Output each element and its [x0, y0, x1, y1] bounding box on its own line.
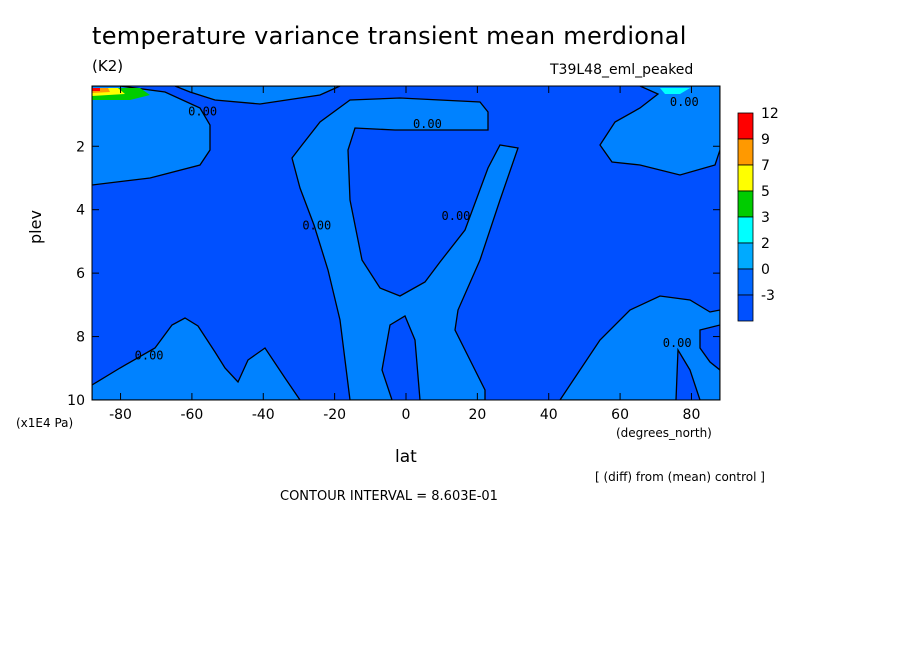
- y-tick-label: 8: [76, 330, 85, 346]
- colorbar-label: 7: [761, 158, 770, 174]
- contour-label: 0.00: [663, 336, 692, 350]
- y-axis-ticks: 2 4 6 8 10: [67, 139, 720, 409]
- colorbar-label: 3: [761, 210, 770, 226]
- contour-label: 0.00: [188, 104, 217, 118]
- x-axis-label: lat: [395, 447, 417, 467]
- contour-labels: 0.00 0.00 0.00 0.00 0.00 0.00 0.00: [135, 95, 699, 363]
- x-axis-ticks: -80 -60 -40 -20 0 20 40 60 80: [109, 86, 700, 423]
- y-tick-label: 2: [76, 139, 85, 155]
- colorbar-swatch: [737, 112, 754, 140]
- contour-label: 0.00: [413, 117, 442, 131]
- run-label: T39L48_eml_peaked: [550, 62, 694, 78]
- hotspot-red: [92, 88, 100, 91]
- contour-label: 0.00: [670, 95, 699, 109]
- y-axis-unit: (x1E4 Pa): [16, 416, 74, 430]
- contour-region-upper-left: [92, 86, 211, 186]
- colorbar-swatch: [737, 268, 754, 296]
- colorbar-label: -3: [761, 288, 775, 304]
- colorbar-swatch: [737, 138, 754, 166]
- y-tick-label: 6: [76, 266, 85, 282]
- colorbar-label: 0: [761, 262, 770, 278]
- colorbar-label: 5: [761, 184, 770, 200]
- contour-region-central-arch: [291, 97, 519, 400]
- colorbar-swatch: [737, 294, 754, 322]
- contour-region-lower-right: [559, 295, 720, 400]
- chart-units: (K2): [92, 57, 124, 75]
- contour-label: 0.00: [442, 209, 471, 223]
- x-tick-label: 60: [611, 407, 629, 423]
- colorbar-label: 2: [761, 236, 770, 252]
- x-tick-label: -20: [323, 407, 346, 423]
- colorbar-swatch: [737, 242, 754, 270]
- x-tick-label: -80: [109, 407, 132, 423]
- x-tick-label: -40: [252, 407, 275, 423]
- x-tick-label: 0: [402, 407, 411, 423]
- colorbar-swatch: [737, 164, 754, 192]
- colorbar-swatch: [737, 190, 754, 218]
- colorbar-label: 12: [761, 106, 779, 122]
- colorbar-swatch: [737, 216, 754, 244]
- contour-region-top-band: [174, 86, 341, 105]
- plot-area: 0.00 0.00 0.00 0.00 0.00 0.00 0.00 -80 -60 -40 -2…: [67, 85, 721, 423]
- x-tick-label: 80: [683, 407, 701, 423]
- hotspot-cyan-right: [660, 88, 690, 94]
- colorbar-label: 9: [761, 132, 770, 148]
- contour-label: 0.00: [302, 219, 331, 233]
- contour-interval: CONTOUR INTERVAL = 8.603E-01: [280, 489, 498, 504]
- chart-title: temperature variance transient mean merd…: [92, 22, 687, 50]
- contour-region-upper-right: [599, 86, 720, 176]
- diff-note: [ (diff) from (mean) control ]: [595, 470, 765, 484]
- x-tick-label: -60: [180, 407, 203, 423]
- y-tick-label: 4: [76, 203, 85, 219]
- contour-label: 0.00: [135, 349, 164, 363]
- contour-fills: [92, 86, 720, 400]
- x-tick-label: 40: [540, 407, 558, 423]
- x-tick-label: 20: [468, 407, 486, 423]
- colorbar: 12 9 7 5 3 2 0 -3: [737, 106, 779, 322]
- x-axis-unit: (degrees_north): [616, 426, 712, 440]
- contour-region-lower-left: [92, 317, 301, 400]
- y-tick-label: 10: [67, 393, 85, 409]
